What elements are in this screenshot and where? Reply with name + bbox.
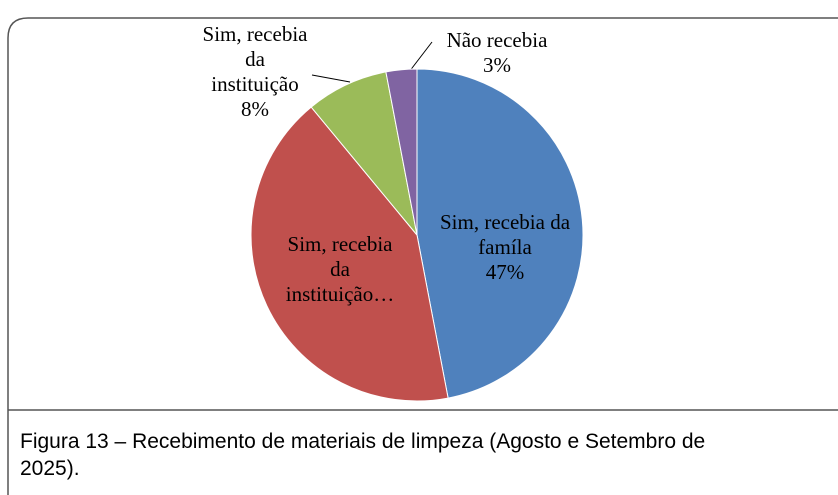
slice-label: Sim, recebia da instituição… <box>278 232 403 307</box>
frame <box>7 17 838 495</box>
pie-slice <box>250 106 449 402</box>
category-label: Não recebia <box>446 28 548 52</box>
category-label: Sim, recebia da instituição… <box>285 232 395 306</box>
value-label: 47% <box>485 260 525 284</box>
category-label: Sim, recebia da famíla <box>439 210 571 259</box>
caption: Figura 13 – Recebimento de materiais de … <box>20 430 706 480</box>
slice-label: Sim, recebia da instituição 8% <box>199 22 311 122</box>
leader-line <box>408 41 433 73</box>
value-label: 3% <box>483 53 511 77</box>
pie-slice <box>416 68 584 399</box>
slice-label: Não recebia 3% <box>422 28 572 78</box>
slice-label: Sim, recebia da famíla 47% <box>430 210 580 285</box>
pie-slice <box>385 68 418 236</box>
category-label: Sim, recebia da instituição <box>202 22 308 96</box>
value-label: 8% <box>241 97 269 121</box>
leader-line <box>311 74 351 83</box>
